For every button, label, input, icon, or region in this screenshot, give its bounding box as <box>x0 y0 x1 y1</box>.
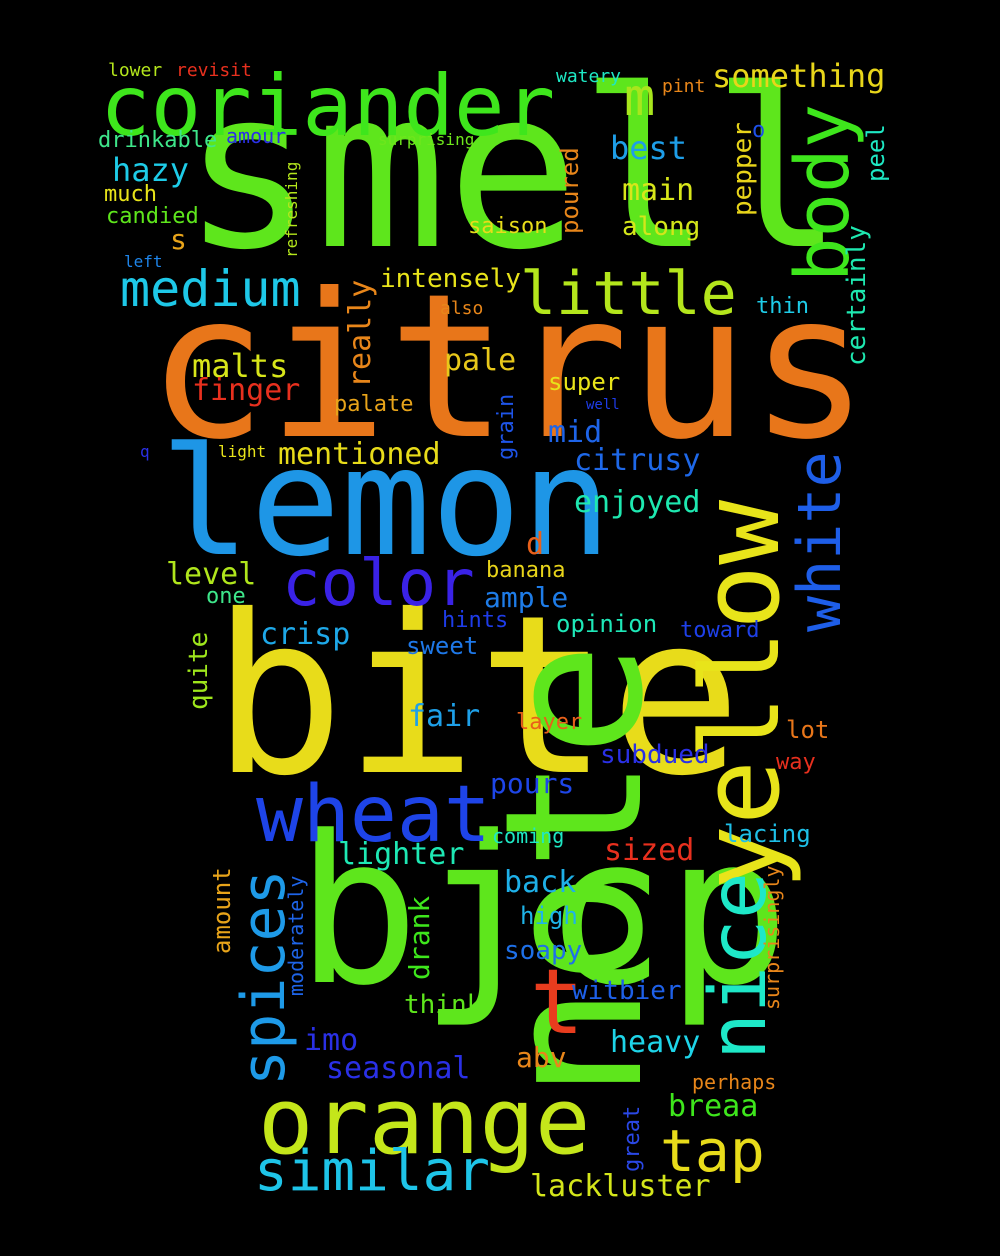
word-best: best <box>610 129 688 167</box>
word-finger: finger <box>192 373 301 408</box>
word-citrusy: citrusy <box>574 443 701 478</box>
word-similar: similar <box>254 1139 491 1204</box>
word-surprisingly: surprisingly <box>760 865 784 1011</box>
word-lot: lot <box>786 716 830 744</box>
word-pours: pours <box>490 767 575 800</box>
word-drank: drank <box>403 895 436 980</box>
word-lemon: lemon <box>160 416 612 590</box>
word-mentioned: mentioned <box>278 437 441 472</box>
word-poured: poured <box>556 147 584 234</box>
word-much: much <box>104 182 157 207</box>
word-peel: peel <box>862 124 890 182</box>
word-citrus: citrus <box>147 251 870 484</box>
word-subdued: subdued <box>600 740 710 770</box>
word-certainly: certainly <box>842 225 872 366</box>
word-light: light <box>218 442 267 461</box>
word-t: t <box>530 950 585 1055</box>
word-coriander: coriander <box>100 57 556 155</box>
word-hazy: hazy <box>112 151 190 189</box>
word-main: main <box>622 173 695 208</box>
word-quite: quite <box>184 631 214 710</box>
word-palate: palate <box>334 392 414 417</box>
word-medium: medium <box>120 260 301 318</box>
word-m: m <box>624 68 656 128</box>
word-abv: abv <box>516 1041 567 1074</box>
word-pale: pale <box>444 343 517 378</box>
word-soapy: soapy <box>504 936 583 966</box>
word-one: one <box>206 584 246 609</box>
word-something: something <box>712 57 886 95</box>
word-really: really <box>343 279 378 388</box>
word-breaa: breaa <box>668 1089 759 1124</box>
word-high: high <box>520 902 578 930</box>
word-sized: sized <box>604 833 695 868</box>
word-great: great <box>620 1105 645 1172</box>
word-orange: orange <box>258 1068 591 1175</box>
word-moderately: moderately <box>284 875 308 996</box>
word-saison: saison <box>468 214 548 239</box>
word-thin: thin <box>756 294 809 319</box>
word-amount: amount <box>208 867 236 954</box>
word-perhaps: perhaps <box>692 1070 777 1094</box>
word-enjoyed: enjoyed <box>574 485 701 520</box>
word-bite: bite <box>212 568 742 824</box>
word-intensely: intensely <box>380 264 521 294</box>
word-think: think <box>404 990 483 1020</box>
word-grain: grain <box>494 393 519 460</box>
word-coming: coming <box>492 824 565 848</box>
word-refreshing: refreshing <box>282 161 301 258</box>
word-pint: pint <box>662 76 706 97</box>
word-wheat: wheat <box>256 770 491 860</box>
word-lacing: lacing <box>724 820 811 848</box>
word-well: well <box>586 397 620 413</box>
word-back: back <box>504 865 577 900</box>
word-witbier: witbier <box>572 976 682 1006</box>
word-banana: banana <box>486 558 566 583</box>
word-opinion: opinion <box>556 610 658 638</box>
word-super: super <box>548 368 621 396</box>
word-seasonal: seasonal <box>326 1051 471 1086</box>
word-d: d <box>526 527 545 562</box>
word-way: way <box>776 750 816 775</box>
word-toward: toward <box>680 618 760 643</box>
word-watery: watery <box>556 66 622 87</box>
word-color: color <box>282 547 475 621</box>
word-hints: hints <box>442 608 509 633</box>
word-left: left <box>124 252 163 271</box>
word-ample: ample <box>484 581 569 614</box>
word-tap: tap <box>660 1117 765 1185</box>
word-sweet: sweet <box>406 632 479 660</box>
word-also: also <box>440 298 484 319</box>
word-bjcp: bjcp <box>296 793 790 1031</box>
word-smell: smell <box>182 42 845 298</box>
word-heavy: heavy <box>610 1025 701 1060</box>
word-q: q <box>140 442 150 461</box>
word-lighter: lighter <box>338 837 465 872</box>
word-amour: amour <box>226 124 287 148</box>
word-mid: mid <box>548 415 603 450</box>
word-revisit: revisit <box>176 60 252 81</box>
word-s: s <box>170 223 187 256</box>
word-malts: malts <box>192 347 289 385</box>
word-drinkable: drinkable <box>98 128 218 153</box>
word-fair: fair <box>408 699 481 734</box>
word-candied: candied <box>106 204 199 229</box>
word-o: o <box>752 118 766 143</box>
word-level: level <box>166 557 257 592</box>
word-lower: lower <box>108 60 163 81</box>
word-lackluster: lackluster <box>530 1169 711 1204</box>
word-white: white <box>785 451 855 632</box>
word-imo: imo <box>304 1023 359 1058</box>
word-surprising: surprising <box>378 130 475 149</box>
word-crisp: crisp <box>260 617 351 652</box>
word-layer: layer <box>516 710 583 735</box>
word-along: along <box>622 212 701 242</box>
word-little: little <box>520 259 737 329</box>
